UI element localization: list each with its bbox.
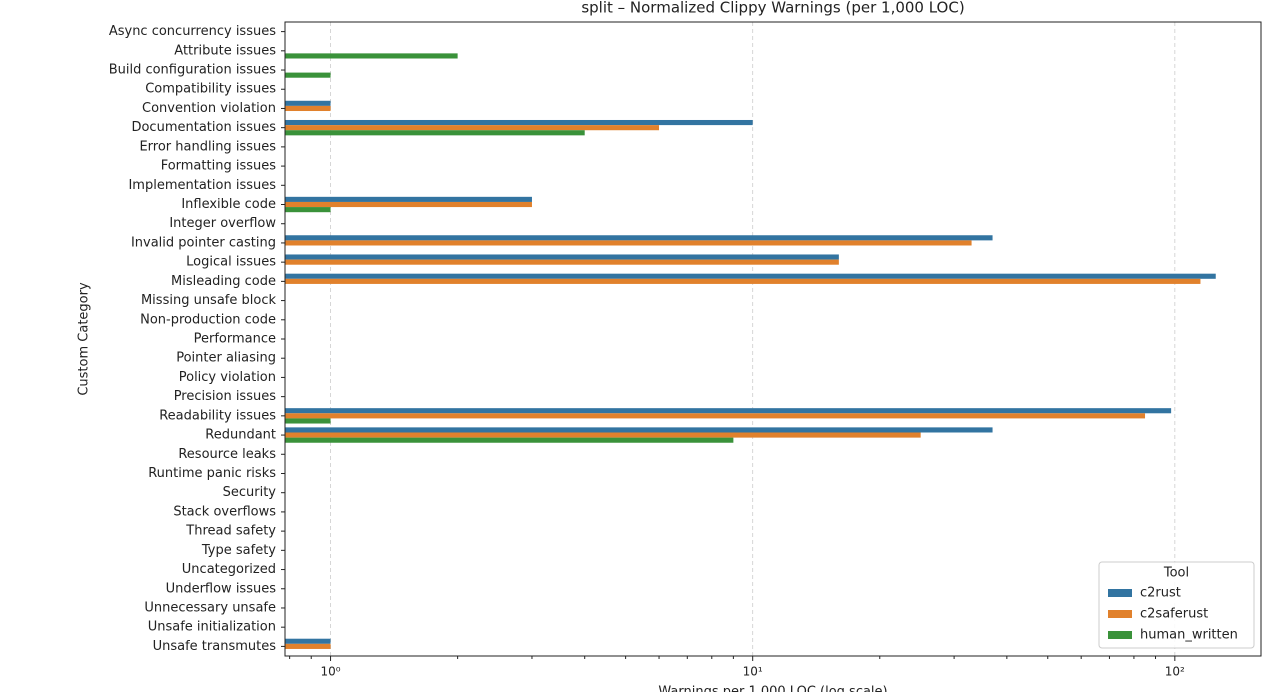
bar <box>285 235 993 241</box>
y-tick-label: Stack overflows <box>173 504 276 519</box>
y-tick-label: Readability issues <box>159 408 276 423</box>
legend-swatch <box>1108 589 1132 597</box>
x-tick-label: 10⁰ <box>321 665 341 679</box>
y-tick-label: Performance <box>194 332 276 347</box>
bar <box>285 413 1146 419</box>
bar <box>285 72 331 78</box>
y-tick-label: Compatibility issues <box>145 82 276 97</box>
bar <box>285 427 993 433</box>
plot-frame <box>284 21 1262 657</box>
bar <box>285 254 839 260</box>
legend-title: Tool <box>1163 566 1189 581</box>
bar <box>285 125 660 131</box>
bar <box>285 432 921 438</box>
y-tick-label: Unsafe initialization <box>148 620 276 635</box>
bar <box>285 259 839 265</box>
y-tick-label: Misleading code <box>171 274 276 289</box>
bar <box>285 437 734 443</box>
y-tick-label: Formatting issues <box>161 159 277 174</box>
bar <box>285 196 532 202</box>
y-tick-label: Async concurrency issues <box>109 24 276 39</box>
x-tick-label: 10² <box>1165 665 1185 679</box>
bar <box>285 643 331 649</box>
y-tick-label: Unsafe transmutes <box>153 639 277 654</box>
y-axis-label: Custom Category <box>77 282 92 396</box>
legend-swatch <box>1108 610 1132 618</box>
bar <box>285 207 331 213</box>
legend-label: human_written <box>1140 628 1238 643</box>
y-tick-label: Underflow issues <box>166 581 277 596</box>
bar <box>285 105 331 112</box>
y-tick-label: Build configuration issues <box>109 63 277 78</box>
y-tick-label: Runtime panic risks <box>148 466 276 481</box>
bar <box>285 53 458 59</box>
y-tick-label: Precision issues <box>174 389 277 404</box>
y-tick-label: Pointer aliasing <box>176 351 276 366</box>
y-tick-label: Uncategorized <box>182 562 276 577</box>
y-tick-label: Thread safety <box>185 524 276 539</box>
y-tick-label: Attribute issues <box>174 43 276 58</box>
bar <box>285 240 972 246</box>
y-tick-label: Non-production code <box>140 312 276 327</box>
y-tick-label: Invalid pointer casting <box>131 235 276 250</box>
bar <box>285 408 1172 414</box>
y-tick-label: Redundant <box>205 428 276 443</box>
y-tick-label: Unnecessary unsafe <box>144 600 276 615</box>
legend-box <box>1098 561 1255 649</box>
bar <box>285 130 585 136</box>
y-tick-label: Integer overflow <box>169 216 276 231</box>
bar <box>285 418 331 424</box>
bar <box>285 201 532 208</box>
y-tick-label: Type safety <box>201 543 276 558</box>
bar <box>285 119 753 126</box>
bar <box>285 100 331 106</box>
legend-label: c2saferust <box>1140 607 1208 622</box>
y-tick-label: Inflexible code <box>181 197 276 212</box>
bar <box>285 638 331 644</box>
bar <box>285 273 1216 279</box>
legend-label: c2rust <box>1140 586 1181 601</box>
x-axis-label: Warnings per 1,000 LOC (log scale) <box>658 685 887 692</box>
y-tick-label: Error handling issues <box>139 139 276 154</box>
legend-swatch <box>1108 631 1132 639</box>
y-tick-label: Convention violation <box>142 101 276 116</box>
y-tick-label: Documentation issues <box>131 120 276 135</box>
chart-title: split – Normalized Clippy Warnings (per … <box>581 0 964 17</box>
x-tick-label: 10¹ <box>743 665 763 679</box>
y-tick-label: Missing unsafe block <box>141 293 276 308</box>
y-tick-label: Implementation issues <box>128 178 276 193</box>
y-tick-label: Logical issues <box>186 255 276 270</box>
y-tick-label: Security <box>223 485 277 500</box>
bar <box>285 278 1201 284</box>
y-tick-label: Resource leaks <box>178 447 276 462</box>
y-tick-label: Policy violation <box>179 370 276 385</box>
